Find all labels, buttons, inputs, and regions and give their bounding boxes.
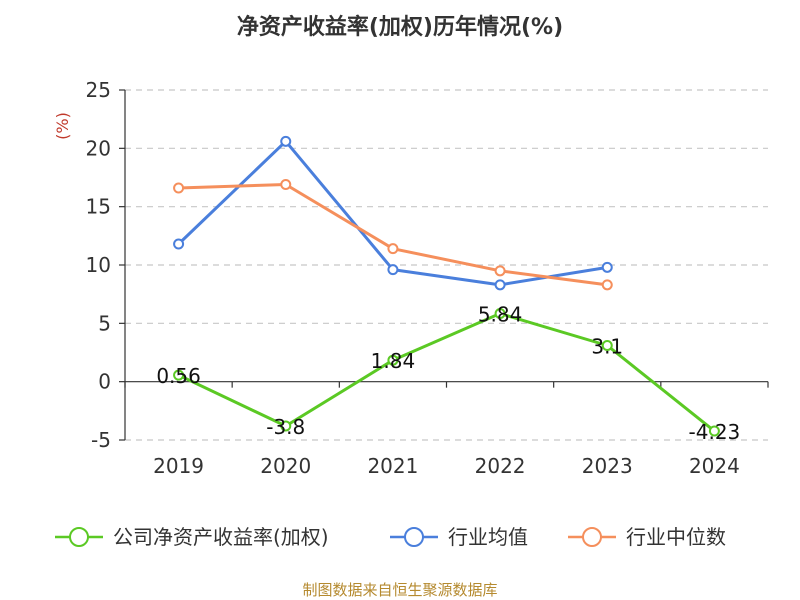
axes: -5 0 5 10 15 20 25 2019 2020 2021 2022 2023 2024: [86, 78, 769, 478]
data-point: [387, 354, 399, 366]
data-point: [173, 182, 185, 194]
grid-lines: [125, 89, 768, 441]
data-label: 3.1: [591, 335, 623, 359]
data-point: [173, 369, 185, 381]
data-point: [280, 179, 292, 190]
x-tick-label: 2024: [689, 454, 740, 478]
y-tick-label: 20: [86, 136, 111, 160]
data-point: [601, 261, 613, 273]
series-lines: [173, 135, 720, 437]
data-source-note: 制图数据来自恒生聚源数据库: [302, 581, 497, 599]
y-tick-label: 10: [86, 253, 111, 277]
data-label: 0.56: [156, 364, 201, 388]
series-line: [177, 312, 716, 433]
data-point: [173, 238, 185, 250]
data-point: [708, 425, 720, 437]
series-line: [177, 139, 608, 287]
data-label: -3.8: [266, 415, 305, 439]
data-point: [494, 265, 506, 277]
chart-title: 净资产收益率(加权)历年情况(%): [237, 14, 563, 40]
legend-marker: [404, 527, 424, 547]
y-tick-label: -5: [91, 428, 111, 452]
data-point: [387, 264, 399, 276]
data-point: [387, 243, 399, 255]
data-labels: 0.56 -3.8 1.84 5.84 3.1 -4.23: [156, 303, 740, 444]
data-point: [494, 308, 506, 320]
legend-marker: [69, 527, 89, 547]
data-label: -4.23: [689, 420, 741, 444]
data-point: [280, 420, 292, 432]
x-tick-label: 2023: [582, 454, 633, 478]
y-tick-label: 25: [86, 78, 111, 102]
x-tick-label: 2021: [367, 454, 418, 478]
data-point: [601, 279, 613, 291]
y-tick-label: 15: [86, 195, 111, 219]
data-point: [601, 340, 613, 351]
legend-marker: [582, 527, 602, 547]
legend-item: 行业均值: [390, 525, 528, 549]
x-tick-label: 2019: [153, 454, 204, 478]
data-label: 1.84: [371, 349, 416, 373]
data-label: 5.84: [478, 303, 523, 327]
legend: 公司净资产收益率(加权) 行业均值 行业中位数: [55, 525, 726, 549]
y-tick-label: 0: [98, 370, 111, 394]
legend-label: 公司净资产收益率(加权): [113, 525, 329, 549]
legend-label: 行业均值: [448, 525, 528, 549]
x-tick-label: 2020: [260, 454, 311, 478]
x-tick-label: 2022: [475, 454, 526, 478]
legend-item: 公司净资产收益率(加权): [55, 525, 329, 549]
y-unit-label: (%): [53, 112, 72, 140]
legend-item: 行业中位数: [568, 525, 726, 549]
data-point: [494, 279, 506, 291]
legend-label: 行业中位数: [626, 525, 726, 549]
data-point: [280, 135, 292, 147]
y-tick-label: 5: [98, 311, 111, 335]
